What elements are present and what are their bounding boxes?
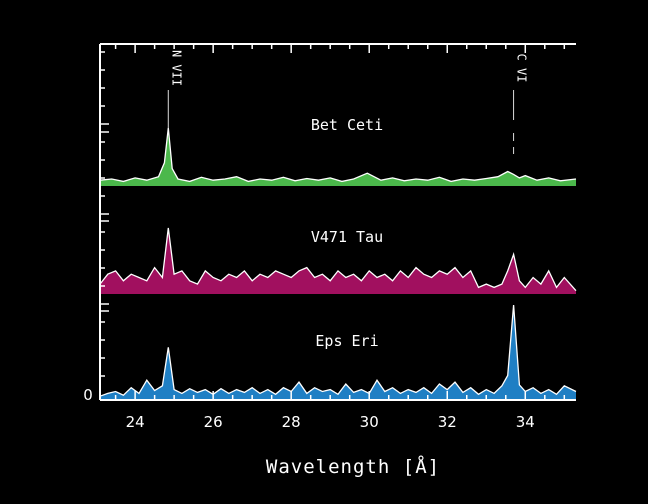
spectra-panels: Bet Ceti V471 Tau Eps Eri — [100, 116, 576, 399]
x-tick-label: 26 — [204, 413, 223, 431]
x-tick-label: 32 — [438, 413, 457, 431]
x-tick-label: 28 — [282, 413, 301, 431]
x-tick-label: 24 — [126, 413, 145, 431]
series-label-bet-ceti: Bet Ceti — [311, 116, 383, 134]
series-label-eps-eri: Eps Eri — [315, 332, 378, 350]
x-tick-label: 30 — [360, 413, 379, 431]
annotation-label-c-vi: C VI — [515, 54, 529, 83]
y-zero-label: 0 — [83, 386, 93, 404]
series-area-eps-eri — [100, 305, 576, 399]
x-axis-label: Wavelength [Å] — [266, 455, 440, 478]
annotation-label-n-vii: N VII — [169, 50, 183, 86]
line-annotations: N VII C VI — [168, 50, 528, 154]
series-label-v471-tau: V471 Tau — [311, 228, 383, 246]
x-tick-label: 34 — [516, 413, 535, 431]
